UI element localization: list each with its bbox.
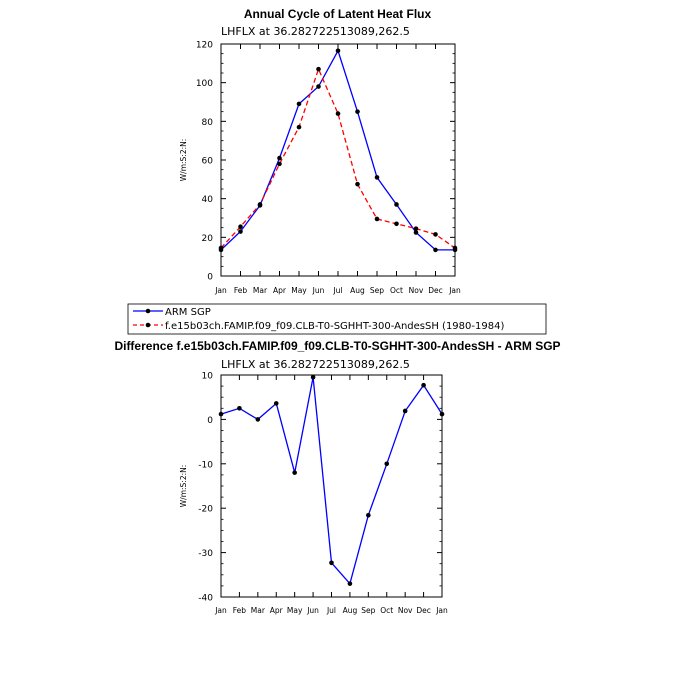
x-tick-label: Apr — [273, 286, 287, 295]
chart-bottom-plot: -40 -30 -20 -10 0 10 Jan Feb Mar Apr May Jun Jul Aug S… — [179, 372, 448, 616]
data-point-series-0 — [218, 411, 224, 417]
x-tick-label: Apr — [270, 606, 284, 615]
x-tick-label: Jan — [448, 286, 461, 295]
x-tick-label: Jan — [214, 286, 227, 295]
y-axis-label: W/m:S:2:N: — [179, 139, 188, 182]
legend-label-arm: ARM SGP — [165, 307, 211, 318]
chart-top-legend: ARM SGP f.e15b03ch.FAMIP.f09_f09.CLB-T0-… — [127, 303, 547, 335]
y-axis-label: W/m:S:2:N: — [179, 465, 188, 508]
x-tick-label: Nov — [409, 286, 424, 295]
legend-label-model: f.e15b03ch.FAMIP.f09_f09.CLB-T0-SGHHT-30… — [165, 321, 504, 332]
y-tick-label: 10 — [202, 372, 214, 382]
x-tick-label: Jul — [326, 606, 336, 615]
x-tick-label: Aug — [350, 286, 365, 295]
y-tick-label: 0 — [207, 416, 213, 426]
data-point-series-0 — [374, 175, 380, 180]
data-point-series-0 — [296, 101, 302, 107]
data-point-series-0 — [366, 513, 371, 518]
legend-marker-model — [145, 322, 151, 328]
chart-top-plot: 0 20 40 60 80 100 120 Jan Feb Mar Apr May Jun Jul Aug S… — [179, 41, 461, 296]
x-tick-label: Mar — [253, 286, 268, 295]
data-point-series-0 — [238, 229, 243, 234]
y-tick-label: 60 — [202, 157, 214, 167]
data-point-series-0 — [310, 374, 316, 380]
data-point-series-0 — [316, 84, 321, 89]
data-point-series-0 — [413, 230, 419, 235]
data-point-series-0 — [355, 109, 360, 114]
y-tick-label: 40 — [202, 195, 214, 205]
data-point-series-1 — [394, 221, 399, 227]
data-point-series-0 — [329, 560, 334, 566]
data-point-series-0 — [292, 470, 297, 475]
x-tick-label: Oct — [380, 606, 393, 615]
series-line-0 — [220, 377, 443, 586]
data-point-series-1 — [452, 245, 458, 251]
x-tick-label: Sep — [361, 606, 375, 615]
y-tick-label: -40 — [198, 594, 213, 604]
x-tick-label: May — [291, 286, 307, 295]
data-point-series-0 — [277, 155, 282, 161]
x-tick-label: Dec — [428, 286, 443, 295]
data-point-series-0 — [433, 247, 438, 253]
data-point-series-0 — [402, 408, 408, 414]
y-tick-label: 120 — [196, 41, 213, 51]
x-tick-label: Feb — [234, 286, 248, 295]
data-point-series-1 — [413, 226, 419, 231]
y-tick-label: -10 — [198, 460, 213, 470]
plot-frame — [220, 43, 456, 277]
data-point-series-0 — [273, 401, 279, 406]
series-line-1 — [220, 67, 456, 249]
series-line-0 — [220, 49, 455, 251]
data-point-series-0 — [255, 417, 261, 422]
chart-top-subtitle: LHFLX at 36.282722513089,262.5 — [221, 25, 410, 38]
data-point-series-0 — [237, 406, 242, 411]
data-point-series-0 — [439, 411, 445, 417]
data-point-series-1 — [296, 124, 302, 130]
y-tick-label: 20 — [202, 234, 214, 244]
x-tick-label: Feb — [233, 606, 247, 615]
chart-bottom-subtitle: LHFLX at 36.282722513089,262.5 — [221, 358, 410, 371]
x-tick-label: Jan — [435, 606, 448, 615]
data-point-series-1 — [316, 66, 321, 72]
chart-top: Annual Cycle of Latent Heat Flux LHFLX a… — [127, 7, 547, 335]
y-tick-label: 100 — [196, 79, 213, 89]
data-point-series-1 — [335, 111, 341, 116]
data-point-series-1 — [433, 232, 438, 237]
data-point-series-0 — [335, 48, 341, 54]
x-tick-label: Nov — [398, 606, 413, 615]
data-point-series-0 — [347, 581, 353, 586]
x-tick-label: Jul — [332, 286, 342, 295]
data-point-series-0 — [394, 202, 399, 207]
x-tick-label: Dec — [416, 606, 431, 615]
y-tick-label: 0 — [207, 273, 213, 283]
x-tick-label: Oct — [390, 286, 403, 295]
x-tick-label: May — [287, 606, 303, 615]
chart-top-title: Annual Cycle of Latent Heat Flux — [244, 7, 432, 21]
data-point-series-1 — [355, 181, 360, 187]
data-point-series-1 — [218, 245, 224, 251]
y-tick-label: -30 — [198, 549, 213, 559]
data-point-series-1 — [257, 202, 263, 207]
data-point-series-1 — [277, 161, 282, 167]
legend-marker-arm — [145, 308, 151, 314]
chart-bottom-title: Difference f.e15b03ch.FAMIP.f09_f09.CLB-… — [114, 339, 560, 353]
chart-bottom: Difference f.e15b03ch.FAMIP.f09_f09.CLB-… — [114, 339, 560, 615]
x-tick-label: Aug — [343, 606, 358, 615]
x-tick-label: Sep — [370, 286, 384, 295]
data-point-series-1 — [374, 216, 380, 222]
y-tick-label: -20 — [198, 505, 213, 515]
data-point-series-0 — [384, 461, 390, 467]
data-point-series-0 — [421, 382, 426, 388]
y-tick-label: 80 — [202, 118, 214, 128]
data-point-series-1 — [238, 224, 243, 229]
x-tick-label: Jun — [312, 286, 325, 295]
x-tick-label: Jun — [306, 606, 319, 615]
x-tick-label: Mar — [251, 606, 266, 615]
x-tick-label: Jan — [214, 606, 227, 615]
legend-box — [127, 303, 547, 335]
